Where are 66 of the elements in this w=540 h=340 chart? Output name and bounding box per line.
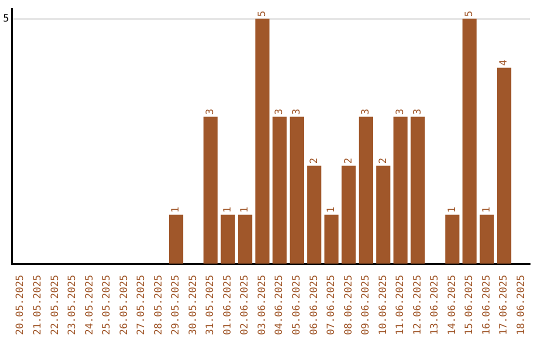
x-tick-label: 13.06.2025 [430, 274, 441, 336]
x-tick-label: 24.05.2025 [84, 274, 96, 336]
data-label: 5 [256, 10, 268, 17]
bar [324, 214, 339, 264]
x-tick-label: 08.06.2025 [343, 274, 354, 336]
x-tick-label: 03.06.2025 [256, 274, 268, 336]
data-label: 3 [205, 108, 216, 115]
bar [238, 214, 252, 264]
x-tick-label: 05.06.2025 [292, 274, 303, 336]
bar [462, 18, 477, 264]
x-tick-label: 15.06.2025 [464, 274, 476, 336]
x-tick-label: 25.05.2025 [102, 274, 113, 336]
data-label: 5 [464, 10, 476, 17]
bar [376, 166, 390, 264]
x-tick-label: 21.05.2025 [32, 274, 44, 336]
data-label: 3 [395, 108, 406, 115]
bar [410, 116, 425, 264]
x-tick-label: 20.05.2025 [15, 274, 26, 336]
data-label: 1 [240, 206, 251, 213]
bar [445, 214, 460, 264]
x-tick-label: 10.06.2025 [378, 274, 389, 336]
data-label: 2 [308, 158, 320, 164]
bar [204, 116, 218, 264]
x-tick-label: 02.06.2025 [240, 274, 251, 336]
bar [307, 166, 322, 264]
bar [255, 18, 270, 264]
x-tick-label: 26.05.2025 [118, 274, 130, 336]
data-label: 3 [412, 108, 424, 115]
x-tick-label: 23.05.2025 [67, 274, 78, 336]
x-tick-label: 31.05.2025 [205, 274, 216, 336]
x-tick-label: 07.06.2025 [326, 274, 338, 336]
data-label: 1 [326, 206, 338, 213]
bar [168, 214, 184, 264]
data-label: 1 [446, 206, 458, 213]
x-tick-label: 09.06.2025 [360, 274, 372, 336]
data-label: 1 [222, 206, 234, 213]
data-label: 3 [360, 108, 372, 115]
bar [290, 116, 304, 264]
bar [480, 214, 494, 264]
x-tick-label: 14.06.2025 [446, 274, 458, 336]
data-label: 2 [343, 158, 354, 164]
x-tick-label: 16.06.2025 [481, 274, 492, 336]
bar [342, 166, 356, 264]
x-tick-label: 18.06.2025 [516, 274, 527, 336]
data-label: 3 [274, 108, 286, 115]
data-label: 4 [498, 60, 510, 66]
x-tick-label: 11.06.2025 [395, 274, 406, 336]
x-tick-label: 22.05.2025 [50, 274, 61, 336]
bar [497, 68, 512, 264]
bar [358, 116, 374, 264]
x-tick-label: 28.05.2025 [153, 274, 164, 336]
data-label: 3 [292, 108, 303, 115]
x-tick-label: 27.05.2025 [136, 274, 148, 336]
x-tick-label: 29.05.2025 [170, 274, 182, 336]
x-tick-label: 04.06.2025 [274, 274, 286, 336]
bar [220, 214, 235, 264]
bar [272, 116, 287, 264]
bar [393, 116, 408, 264]
data-label: 2 [378, 158, 389, 164]
x-tick-label: 30.05.2025 [188, 274, 199, 336]
x-tick-label: 17.06.2025 [498, 274, 510, 336]
x-tick-label: 01.06.2025 [222, 274, 234, 336]
data-label: 1 [170, 206, 182, 213]
data-label: 1 [481, 206, 492, 213]
x-tick-label: 12.06.2025 [412, 274, 424, 336]
x-tick-label: 06.06.2025 [308, 274, 320, 336]
